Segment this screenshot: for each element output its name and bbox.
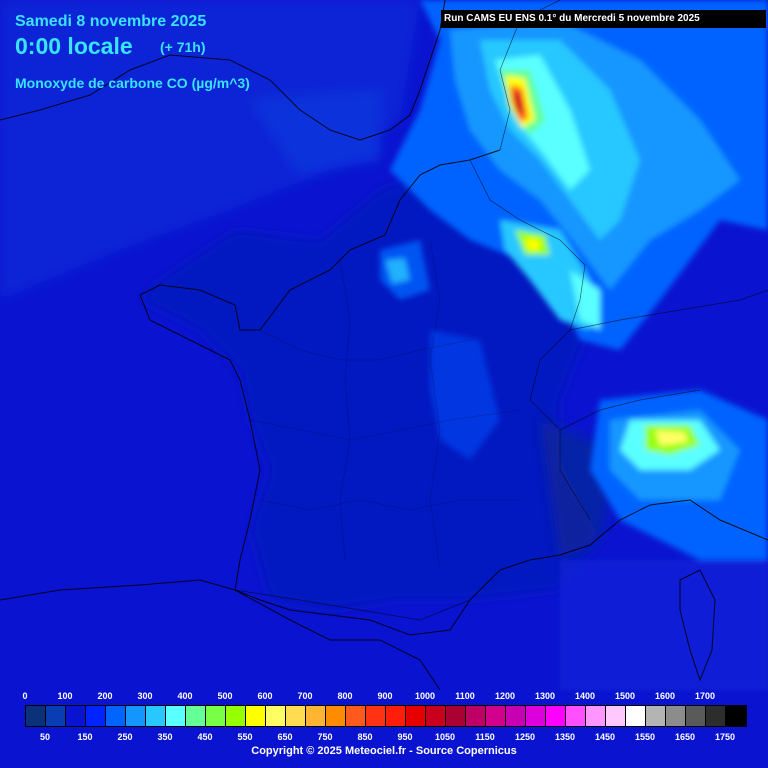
legend-bottom-label: 950: [397, 732, 413, 742]
country-borders: [234, 0, 768, 621]
iberian-coast: [0, 579, 441, 691]
legend-swatch: [26, 706, 46, 726]
corsica-coast: [679, 569, 716, 682]
legend-bottom-label: 1150: [475, 732, 495, 742]
legend-top-label: 900: [377, 691, 393, 701]
legend-bottom-label: 1050: [434, 732, 456, 742]
legend-swatch: [306, 706, 326, 726]
legend-swatch: [506, 706, 526, 726]
legend-top-label: 700: [297, 691, 313, 701]
legend-bottom-label: 50: [39, 732, 51, 742]
legend-swatch: [166, 706, 186, 726]
legend-bottom-label: 1650: [674, 732, 696, 742]
mediterranean-coast: [469, 499, 768, 601]
legend-swatch: [606, 706, 626, 726]
biscay-coast: [139, 294, 471, 636]
border-pyrenees: [234, 589, 471, 621]
legend-swatch: [546, 706, 566, 726]
legend-swatch: [446, 706, 466, 726]
legend-top-label: 200: [97, 691, 113, 701]
legend-bottom-label: 650: [277, 732, 293, 742]
legend-swatch: [146, 706, 166, 726]
legend-swatch: [406, 706, 426, 726]
legend-bottom-labels: 50 150 250 350 450 550 650 750 850 950 1050 1150 125…: [0, 732, 768, 744]
legend-swatch: [626, 706, 646, 726]
model-run-banner: Run CAMS EU ENS 0.1° du Mercredi 5 novem…: [441, 10, 766, 28]
region-borders: [249, 239, 521, 571]
legend-bottom-label: 1350: [554, 732, 576, 742]
legend-bottom-label: 450: [197, 732, 213, 742]
legend-top-label: 1000: [414, 691, 436, 701]
legend-bottom-label: 250: [117, 732, 133, 742]
legend-swatch: [646, 706, 666, 726]
legend-swatch: [666, 706, 686, 726]
legend-top-label: 600: [257, 691, 273, 701]
legend-swatch: [586, 706, 606, 726]
legend-bottom-label: 350: [157, 732, 173, 742]
legend-swatch: [486, 706, 506, 726]
legend-swatch: [326, 706, 346, 726]
legend-top-label: 500: [217, 691, 233, 701]
legend-top-label: 100: [57, 691, 73, 701]
legend-swatch: [566, 706, 586, 726]
color-scale: [25, 705, 747, 727]
legend-bottom-label: 1550: [634, 732, 656, 742]
legend-top-label: 1700: [694, 691, 716, 701]
parameter-title: Monoxyde de carbone CO (µg/m^3): [15, 75, 250, 91]
legend-swatch: [366, 706, 386, 726]
legend-top-label: 400: [177, 691, 193, 701]
legend-bottom-label: 150: [77, 732, 93, 742]
france-coast: [139, 149, 501, 331]
legend-bottom-label: 1450: [594, 732, 616, 742]
co-plumes: [380, 0, 768, 690]
legend-swatch: [266, 706, 286, 726]
legend-bottom-label: 1750: [714, 732, 736, 742]
forecast-date: Samedi 8 novembre 2025: [15, 13, 207, 30]
legend-swatch: [246, 706, 266, 726]
legend-swatch: [426, 706, 446, 726]
legend-bottom-label: 1250: [514, 732, 536, 742]
legend-top-label: 1200: [494, 691, 516, 701]
legend-swatch: [186, 706, 206, 726]
legend-swatch: [726, 706, 746, 726]
ocean-shading: [0, 0, 420, 300]
forecast-time: 0:00 locale: [15, 33, 133, 59]
border-alps: [569, 289, 768, 331]
legend-swatch: [346, 706, 366, 726]
coastlines: [0, 0, 768, 691]
legend-top-label: 1500: [614, 691, 636, 701]
border-france-east: [469, 159, 591, 521]
legend-swatch: [226, 706, 246, 726]
legend-swatch: [86, 706, 106, 726]
legend-bottom-label: 750: [317, 732, 333, 742]
legend-top-label: 1300: [534, 691, 556, 701]
legend-bottom-label: 550: [237, 732, 253, 742]
legend-top-label: 1400: [574, 691, 596, 701]
legend-swatch: [466, 706, 486, 726]
legend-swatch: [686, 706, 706, 726]
legend-top-label: 800: [337, 691, 353, 701]
uk-coast: [0, 0, 446, 141]
legend-top-label: 300: [137, 691, 153, 701]
legend-swatch: [106, 706, 126, 726]
legend-bottom-label: 850: [357, 732, 373, 742]
legend-swatch: [126, 706, 146, 726]
legend-swatch: [386, 706, 406, 726]
legend-top-label: 1600: [654, 691, 676, 701]
legend-swatch: [206, 706, 226, 726]
legend-swatch: [46, 706, 66, 726]
legend-top-label: 0: [22, 691, 28, 701]
legend-top-label: 1100: [455, 691, 475, 701]
forecast-lead-time: (+ 71h): [160, 39, 206, 55]
legend-swatch: [66, 706, 86, 726]
legend-top-labels: 0 100 200 300 400 500 600 700 800 900 1000 1100 1200…: [0, 691, 768, 703]
legend-swatch: [706, 706, 726, 726]
copyright-notice: Copyright © 2025 Meteociel.fr - Source C…: [251, 745, 517, 757]
border-italy: [559, 389, 701, 431]
legend-swatch: [286, 706, 306, 726]
legend-swatch: [526, 706, 546, 726]
